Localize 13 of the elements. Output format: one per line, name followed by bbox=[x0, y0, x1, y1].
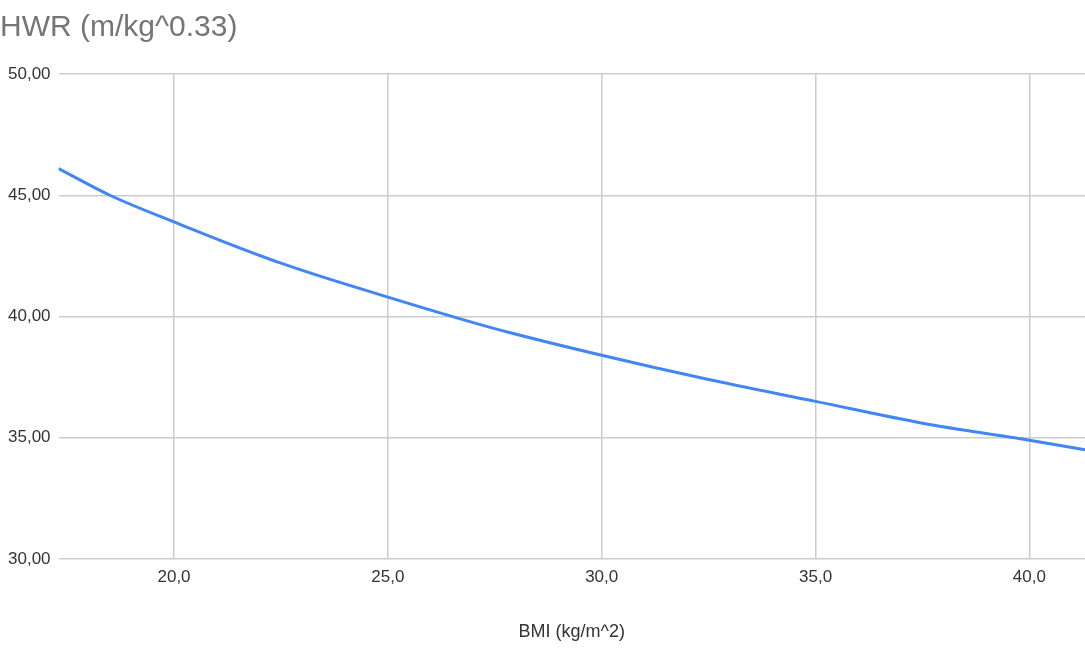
y-tick-label: 40,00 bbox=[7, 306, 51, 326]
x-tick-label: 40,0 bbox=[1012, 566, 1046, 586]
y-tick-label: 35,00 bbox=[7, 427, 51, 447]
x-tick-label: 25,0 bbox=[371, 566, 405, 586]
chart-title: HWR (m/kg^0.33) bbox=[0, 9, 238, 43]
line-series bbox=[58, 167, 1085, 452]
y-tick-label: 30,00 bbox=[7, 548, 51, 568]
y-tick-label: 50,00 bbox=[7, 63, 51, 83]
x-axis-title: BMI (kg/m^2) bbox=[518, 621, 625, 642]
y-tick-label: 45,00 bbox=[7, 184, 51, 204]
x-tick-label: 20,0 bbox=[157, 566, 191, 586]
x-tick-label: 35,0 bbox=[799, 566, 833, 586]
x-tick-label: 30,0 bbox=[585, 566, 619, 586]
